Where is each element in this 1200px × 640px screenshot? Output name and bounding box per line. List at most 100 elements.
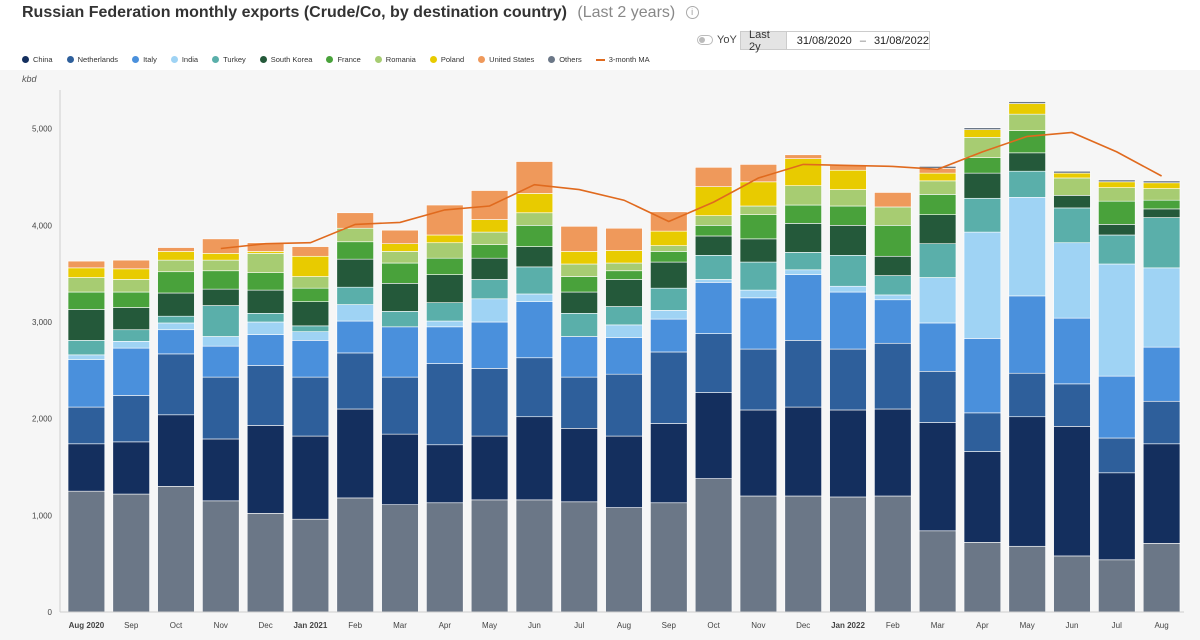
bar-segment-others[interactable] — [874, 495, 912, 613]
bar-segment-others[interactable] — [202, 500, 240, 613]
bar-segment-netherlands[interactable] — [918, 370, 957, 423]
bar-segment-poland[interactable] — [963, 129, 1002, 138]
bar-segment-france[interactable] — [515, 225, 554, 247]
bar-segment-italy[interactable] — [874, 299, 912, 344]
bar-segment-india[interactable] — [291, 331, 330, 341]
bar-segment-romania[interactable] — [470, 231, 509, 245]
bar-segment-united-states[interactable] — [694, 167, 733, 187]
bar-segment-india[interactable] — [336, 304, 374, 322]
bar-segment-india[interactable] — [784, 269, 822, 275]
bar-segment-turkey[interactable] — [560, 312, 598, 337]
bar-segment-turkey[interactable] — [470, 279, 509, 300]
bar-segment-united-states[interactable] — [470, 190, 509, 220]
bar-segment-china[interactable] — [1142, 443, 1181, 544]
bar-segment-italy[interactable] — [381, 326, 419, 378]
bar-segment-france[interactable] — [381, 262, 419, 284]
bar-segment-south-korea[interactable] — [426, 274, 464, 303]
bar-segment-france[interactable] — [694, 225, 733, 237]
bar-segment-netherlands[interactable] — [694, 333, 733, 393]
bar-segment-poland[interactable] — [112, 268, 150, 280]
bar-segment-turkey[interactable] — [67, 340, 106, 356]
bar-segment-turkey[interactable] — [605, 306, 643, 326]
bar-segment-france[interactable] — [650, 251, 688, 263]
bar-segment-china[interactable] — [246, 425, 285, 514]
bar-segment-italy[interactable] — [246, 334, 285, 366]
bar-segment-others[interactable] — [381, 504, 419, 613]
bar-segment-netherlands[interactable] — [67, 406, 106, 445]
last-2y-button[interactable]: Last 2y — [741, 29, 787, 53]
yoy-toggle-icon[interactable] — [697, 35, 713, 45]
bar-segment-france[interactable] — [784, 204, 822, 224]
bar-segment-romania[interactable] — [829, 189, 867, 207]
bar-segment-romania[interactable] — [426, 242, 464, 259]
bar-segment-others[interactable] — [605, 507, 643, 613]
bar-segment-france[interactable] — [336, 241, 374, 260]
bar-segment-south-korea[interactable] — [202, 288, 240, 306]
bar-segment-india[interactable] — [694, 279, 733, 283]
bar-segment-france[interactable] — [426, 257, 464, 275]
bar-segment-romania[interactable] — [291, 276, 330, 289]
bar-segment-turkey[interactable] — [1008, 170, 1046, 198]
bar-segment-india[interactable] — [112, 341, 150, 349]
bar-segment-china[interactable] — [336, 408, 374, 499]
bar-segment-turkey[interactable] — [829, 255, 867, 287]
bar-segment-others[interactable] — [470, 499, 509, 613]
bar-segment-others[interactable] — [291, 518, 330, 613]
bar-segment-netherlands[interactable] — [291, 376, 330, 437]
bar-segment-romania[interactable] — [67, 277, 106, 293]
bar-segment-india[interactable] — [963, 231, 1002, 339]
legend-item-south-korea[interactable]: South Korea — [259, 55, 312, 64]
bar-segment-netherlands[interactable] — [1008, 372, 1046, 418]
legend-item-poland[interactable]: Poland — [429, 55, 464, 64]
bar-segment-others[interactable] — [784, 495, 822, 613]
bar-segment-romania[interactable] — [560, 263, 598, 277]
bar-segment-others[interactable] — [1142, 543, 1181, 613]
bar-segment-france[interactable] — [202, 270, 240, 290]
bar-segment-south-korea[interactable] — [291, 301, 330, 327]
bar-segment-turkey[interactable] — [202, 305, 240, 337]
bar-segment-italy[interactable] — [1142, 346, 1181, 402]
bar-segment-united-states[interactable] — [157, 247, 195, 252]
bar-segment-netherlands[interactable] — [739, 348, 778, 411]
bar-segment-romania[interactable] — [694, 215, 733, 226]
date-range-selector[interactable]: Last 2y 31/08/2020 – 31/08/2022 — [740, 29, 930, 53]
bar-segment-romania[interactable] — [874, 206, 912, 226]
bar-segment-south-korea[interactable] — [515, 246, 554, 268]
bar-segment-france[interactable] — [291, 287, 330, 302]
bar-segment-italy[interactable] — [157, 329, 195, 355]
yoy-control[interactable]: YoY — [697, 31, 737, 49]
bar-segment-south-korea[interactable] — [246, 289, 285, 314]
bar-segment-france[interactable] — [918, 194, 957, 215]
legend-item-china[interactable]: China — [22, 55, 53, 64]
bar-segment-india[interactable] — [739, 289, 778, 299]
bar-segment-united-states[interactable] — [202, 238, 240, 254]
bar-segment-south-korea[interactable] — [963, 172, 1002, 199]
bar-segment-india[interactable] — [650, 310, 688, 320]
bar-segment-china[interactable] — [67, 443, 106, 492]
bar-segment-others[interactable] — [426, 502, 464, 613]
bar-segment-turkey[interactable] — [874, 275, 912, 296]
bar-segment-china[interactable] — [739, 409, 778, 497]
bar-segment-china[interactable] — [918, 422, 957, 532]
bar-segment-united-states[interactable] — [112, 259, 150, 270]
bar-segment-poland[interactable] — [605, 250, 643, 264]
bar-segment-china[interactable] — [112, 441, 150, 495]
bar-segment-france[interactable] — [963, 157, 1002, 174]
bar-segment-poland[interactable] — [829, 169, 867, 190]
bar-segment-south-korea[interactable] — [784, 223, 822, 253]
bar-segment-italy[interactable] — [694, 282, 733, 334]
bar-segment-south-korea[interactable] — [650, 261, 688, 289]
bar-segment-netherlands[interactable] — [1142, 400, 1181, 445]
legend-item-italy[interactable]: Italy — [132, 55, 157, 64]
bar-segment-others[interactable] — [246, 513, 285, 613]
bar-segment-china[interactable] — [605, 435, 643, 508]
bar-segment-south-korea[interactable] — [1098, 224, 1136, 236]
bar-segment-italy[interactable] — [829, 291, 867, 350]
bar-segment-italy[interactable] — [1098, 375, 1136, 439]
bar-segment-india[interactable] — [67, 354, 106, 361]
bar-segment-others[interactable] — [1008, 545, 1046, 613]
legend-item-india[interactable]: India — [170, 55, 198, 64]
bar-segment-netherlands[interactable] — [560, 376, 598, 429]
bar-segment-south-korea[interactable] — [157, 292, 195, 317]
bar-segment-china[interactable] — [157, 414, 195, 487]
